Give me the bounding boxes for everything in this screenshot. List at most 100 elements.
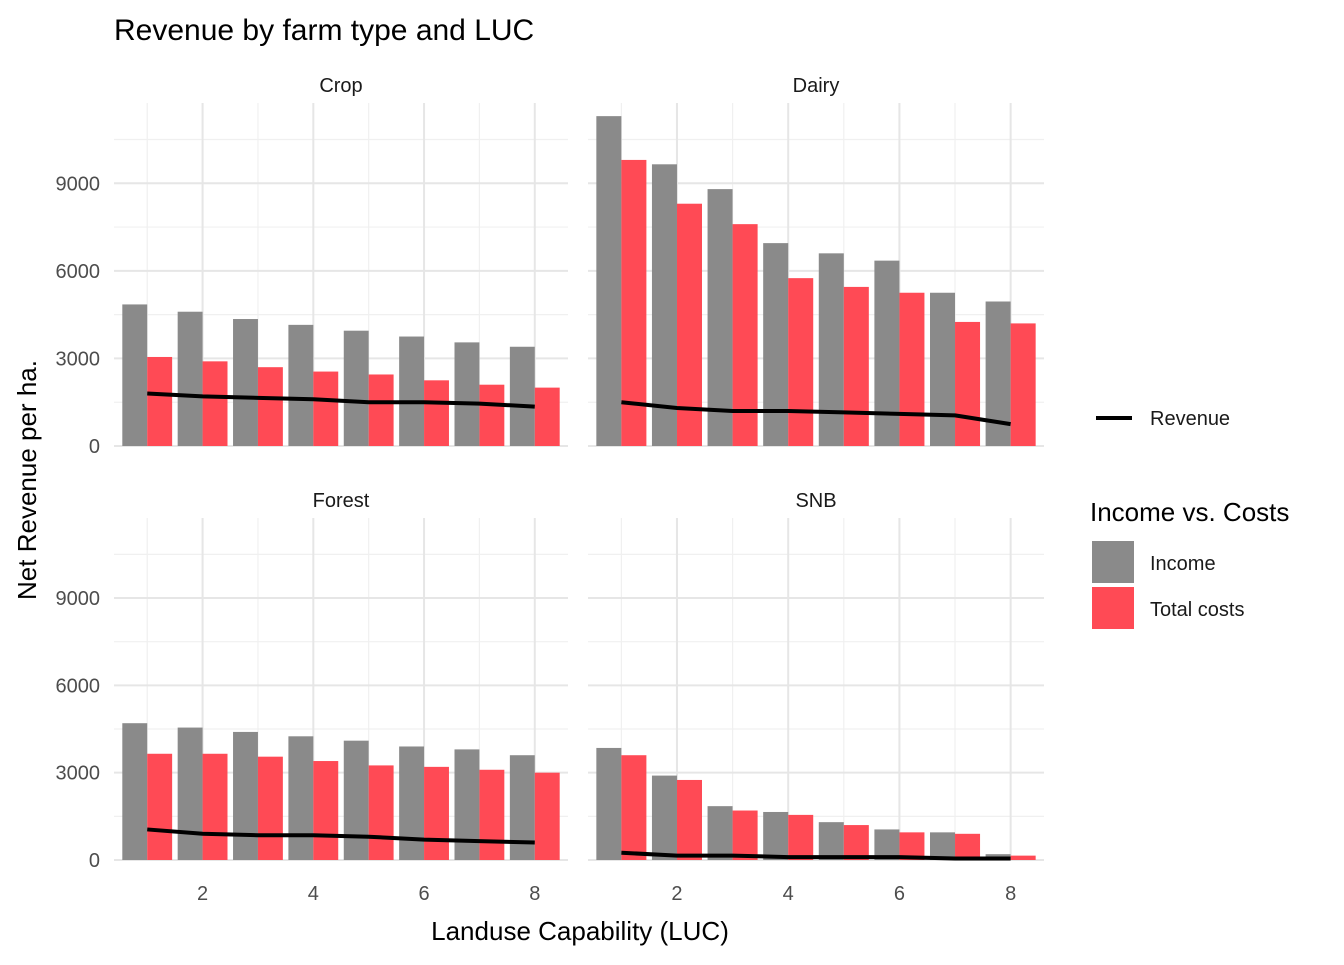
y-tick-label: 0 [89, 436, 100, 458]
bar-total-costs [732, 810, 758, 860]
panel-forest: Forest 0 3000 6000 9000 2 4 6 8 [56, 490, 568, 905]
bar-income [596, 747, 622, 860]
bar-income [233, 319, 258, 446]
x-tick-label: 2 [197, 883, 208, 905]
panel-crop: Crop 0 3000 6000 9000 [56, 75, 568, 458]
y-tick-label: 3000 [56, 763, 101, 785]
bar-total-costs [788, 278, 814, 446]
panel-title: Dairy [793, 75, 840, 97]
bar-income [177, 727, 203, 860]
bar-total-costs [202, 753, 228, 860]
bar-total-costs [479, 769, 505, 860]
y-tick-label: 3000 [56, 348, 101, 370]
x-tick-label: 8 [529, 883, 540, 905]
bar-total-costs [534, 387, 560, 446]
bar-total-costs [368, 765, 394, 860]
bar-total-costs [147, 753, 173, 860]
x-tick-label: 6 [418, 883, 429, 905]
y-tick-label: 6000 [56, 675, 101, 697]
bar-total-costs [621, 159, 647, 446]
bar-income [288, 324, 314, 446]
bar-income [874, 829, 900, 860]
bar-income [454, 342, 480, 446]
bar-total-costs [368, 374, 394, 446]
bar-income [122, 723, 148, 860]
bar-income [177, 311, 203, 446]
x-tick-label: 6 [894, 883, 905, 905]
bar-income [288, 736, 314, 860]
bar-income [763, 243, 789, 446]
legend-label-income: Income [1150, 553, 1216, 575]
panel-title: Crop [319, 75, 362, 97]
bar-total-costs [147, 356, 173, 446]
bar-income [233, 731, 258, 860]
bar-income [399, 746, 425, 860]
bar-total-costs [843, 286, 869, 446]
panels: Crop 0 3000 6000 9000 Dairy Forest 0 3000 6000 900… [56, 75, 1044, 905]
x-tick-label: 8 [1005, 883, 1016, 905]
bar-total-costs [479, 384, 505, 446]
bar-total-costs [899, 292, 925, 446]
bar-income [596, 116, 622, 446]
revenue-line [621, 850, 1011, 861]
y-tick-label: 9000 [56, 588, 101, 610]
bar-income [763, 811, 789, 860]
bar-total-costs [313, 371, 339, 446]
bar-income [399, 336, 425, 446]
bar-total-costs [424, 380, 449, 446]
bar-total-costs [313, 761, 339, 860]
bar-income [343, 330, 369, 446]
bar-total-costs [424, 766, 449, 860]
bar-total-costs [621, 755, 647, 860]
panel-title: Forest [313, 490, 370, 512]
bar-income [651, 164, 677, 446]
bar-income [122, 304, 148, 446]
bar-income [509, 346, 535, 446]
bar-income [930, 832, 956, 860]
bar-income [343, 740, 369, 860]
legend-swatch-income [1092, 541, 1134, 583]
y-tick-label: 9000 [56, 173, 101, 195]
panel-dairy: Dairy [588, 75, 1044, 447]
bar-income [818, 822, 844, 860]
bar-total-costs [534, 772, 560, 860]
legend-label-total-costs: Total costs [1150, 599, 1244, 621]
revenue-line [147, 391, 535, 409]
bar-total-costs [788, 814, 814, 860]
bar-total-costs [1010, 323, 1036, 446]
bar-income [818, 253, 844, 446]
bar-total-costs [202, 361, 228, 446]
bar-income [707, 189, 733, 446]
y-tick-label: 6000 [56, 261, 101, 283]
revenue-line [147, 827, 535, 845]
bar-total-costs [843, 825, 869, 860]
y-tick-label: 0 [89, 850, 100, 872]
bar-income [874, 260, 900, 446]
bar-total-costs [257, 756, 283, 860]
bar-total-costs [955, 833, 981, 860]
panel-title: SNB [795, 490, 836, 512]
bar-total-costs [955, 321, 981, 446]
bar-income [707, 806, 733, 860]
legend-title: Income vs. Costs [1090, 497, 1289, 527]
y-axis-label: Net Revenue per ha. [12, 360, 42, 600]
bar-income [454, 749, 480, 860]
legend: Revenue Income vs. Costs Income Total costs [1090, 408, 1289, 629]
legend-revenue-label: Revenue [1150, 408, 1230, 430]
panel-snb: SNB 2 4 6 8 [588, 490, 1044, 905]
x-tick-label: 4 [783, 883, 794, 905]
revenue-line [621, 400, 1011, 427]
chart-title: Revenue by farm type and LUC [114, 14, 534, 47]
legend-swatch-total-costs [1092, 587, 1134, 629]
bar-total-costs [676, 779, 702, 860]
bar-total-costs [257, 367, 283, 446]
x-tick-label: 2 [671, 883, 682, 905]
bar-income [651, 775, 677, 860]
x-tick-label: 4 [308, 883, 319, 905]
bar-total-costs [1010, 855, 1036, 860]
bar-total-costs [676, 203, 702, 446]
x-axis-label: Landuse Capability (LUC) [431, 916, 729, 946]
bar-income [930, 292, 956, 446]
